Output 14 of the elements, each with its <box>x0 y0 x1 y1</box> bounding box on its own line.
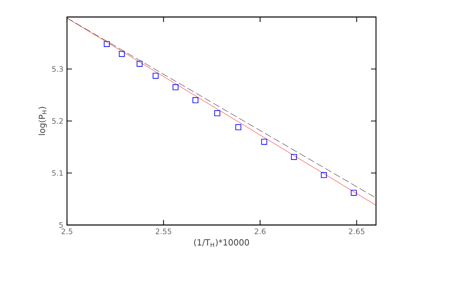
point <box>118 50 125 57</box>
point <box>235 124 242 130</box>
point <box>192 97 198 104</box>
point <box>136 60 143 67</box>
point <box>261 138 268 145</box>
point <box>172 84 178 90</box>
x-axis-title: (1/T$_{H}$)*10000 <box>194 239 250 248</box>
point <box>152 72 159 79</box>
point <box>350 190 357 196</box>
point <box>320 172 327 178</box>
point <box>104 41 110 47</box>
y-axis-title: log(P$_{H}$) <box>38 106 47 135</box>
point <box>214 110 220 116</box>
point <box>290 154 297 160</box>
